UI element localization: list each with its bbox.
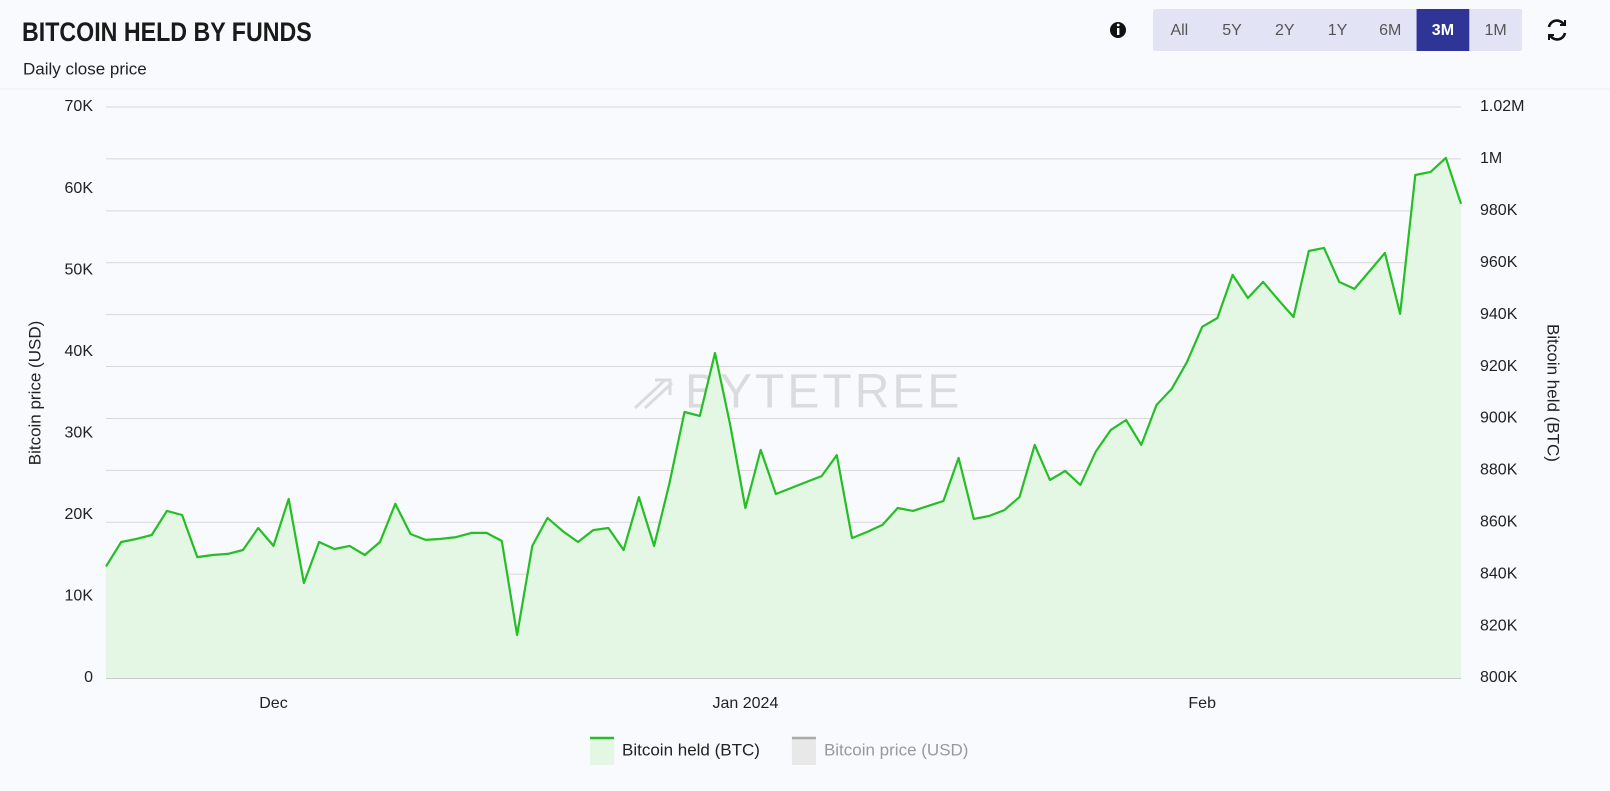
y2-tick-label: 940K — [1480, 306, 1518, 323]
range-button[interactable]: 5Y — [1206, 9, 1259, 51]
legend-label[interactable]: Bitcoin held (BTC) — [622, 740, 760, 759]
legend-item[interactable]: Bitcoin price (USD) — [791, 736, 969, 765]
range-button-bg[interactable] — [1416, 9, 1470, 51]
legend-label[interactable]: Bitcoin price (USD) — [824, 740, 969, 759]
y-tick-label: 0 — [84, 669, 93, 686]
series-line — [105, 156, 1463, 636]
chart-subtitle: Daily close price — [23, 59, 147, 78]
watermark: BYTETREE — [633, 366, 962, 419]
y2-tick-label: 880K — [1480, 462, 1518, 479]
info-icon[interactable] — [1110, 22, 1126, 38]
range-button-label[interactable]: 3M — [1432, 22, 1454, 39]
x-tick-label: Feb — [1188, 695, 1216, 712]
range-button[interactable]: 1M — [1469, 9, 1522, 51]
legend-swatch[interactable] — [590, 737, 614, 765]
y-tick-label: 10K — [65, 588, 94, 605]
y2-tick-label: 980K — [1480, 202, 1518, 219]
y-axis-title: Bitcoin price (USD) — [25, 321, 44, 466]
y-tick-label: 50K — [65, 261, 94, 278]
range-button[interactable]: 2Y — [1258, 9, 1311, 51]
y2-axis-title: Bitcoin held (BTC) — [1544, 324, 1563, 462]
legend: Bitcoin held (BTC) Bitcoin price (USD) — [590, 736, 969, 765]
x-tick-label: Jan 2024 — [713, 695, 779, 712]
range-button-label[interactable]: 1M — [1485, 22, 1507, 39]
y2-tick-label: 840K — [1480, 565, 1518, 582]
y2-tick-label: 1.02M — [1480, 98, 1524, 115]
range-button-label[interactable]: 1Y — [1328, 22, 1348, 39]
range-button-label[interactable]: All — [1170, 22, 1188, 39]
watermark-text: BYTETREE — [685, 366, 962, 419]
y2-tick-label: 800K — [1480, 669, 1518, 686]
y2-tick-label: 860K — [1480, 513, 1518, 530]
y-tick-label: 20K — [65, 506, 94, 523]
x-tick-label: Dec — [259, 695, 287, 712]
range-button[interactable]: 1Y — [1311, 9, 1364, 51]
y-tick-label: 30K — [65, 425, 94, 442]
range-button-label[interactable]: 6M — [1379, 22, 1401, 39]
y2-tick-label: 960K — [1480, 254, 1518, 271]
y2-tick-label: 920K — [1480, 358, 1518, 375]
range-button[interactable]: 3M — [1416, 9, 1470, 51]
legend-swatch[interactable] — [791, 737, 816, 765]
legend-item[interactable]: Bitcoin held (BTC) — [590, 736, 760, 765]
range-button-label[interactable]: 2Y — [1275, 22, 1295, 39]
y-tick-label: 40K — [65, 343, 94, 360]
y-tick-label: 70K — [65, 98, 94, 115]
chart-title: BITCOIN HELD BY FUNDS — [22, 18, 312, 48]
range-buttons: All 5Y 2Y 1Y 6M 3M 1M — [1153, 9, 1522, 51]
refresh-icon[interactable] — [1547, 19, 1567, 41]
y2-tick-label: 900K — [1480, 410, 1518, 427]
y2-tick-label: 820K — [1480, 617, 1518, 634]
range-button[interactable]: 6M — [1364, 9, 1417, 51]
series-area — [106, 157, 1461, 678]
range-button-label[interactable]: 5Y — [1222, 22, 1242, 39]
y-tick-label: 60K — [65, 180, 94, 197]
range-button[interactable]: All — [1153, 9, 1206, 51]
y2-tick-label: 1M — [1480, 150, 1502, 167]
